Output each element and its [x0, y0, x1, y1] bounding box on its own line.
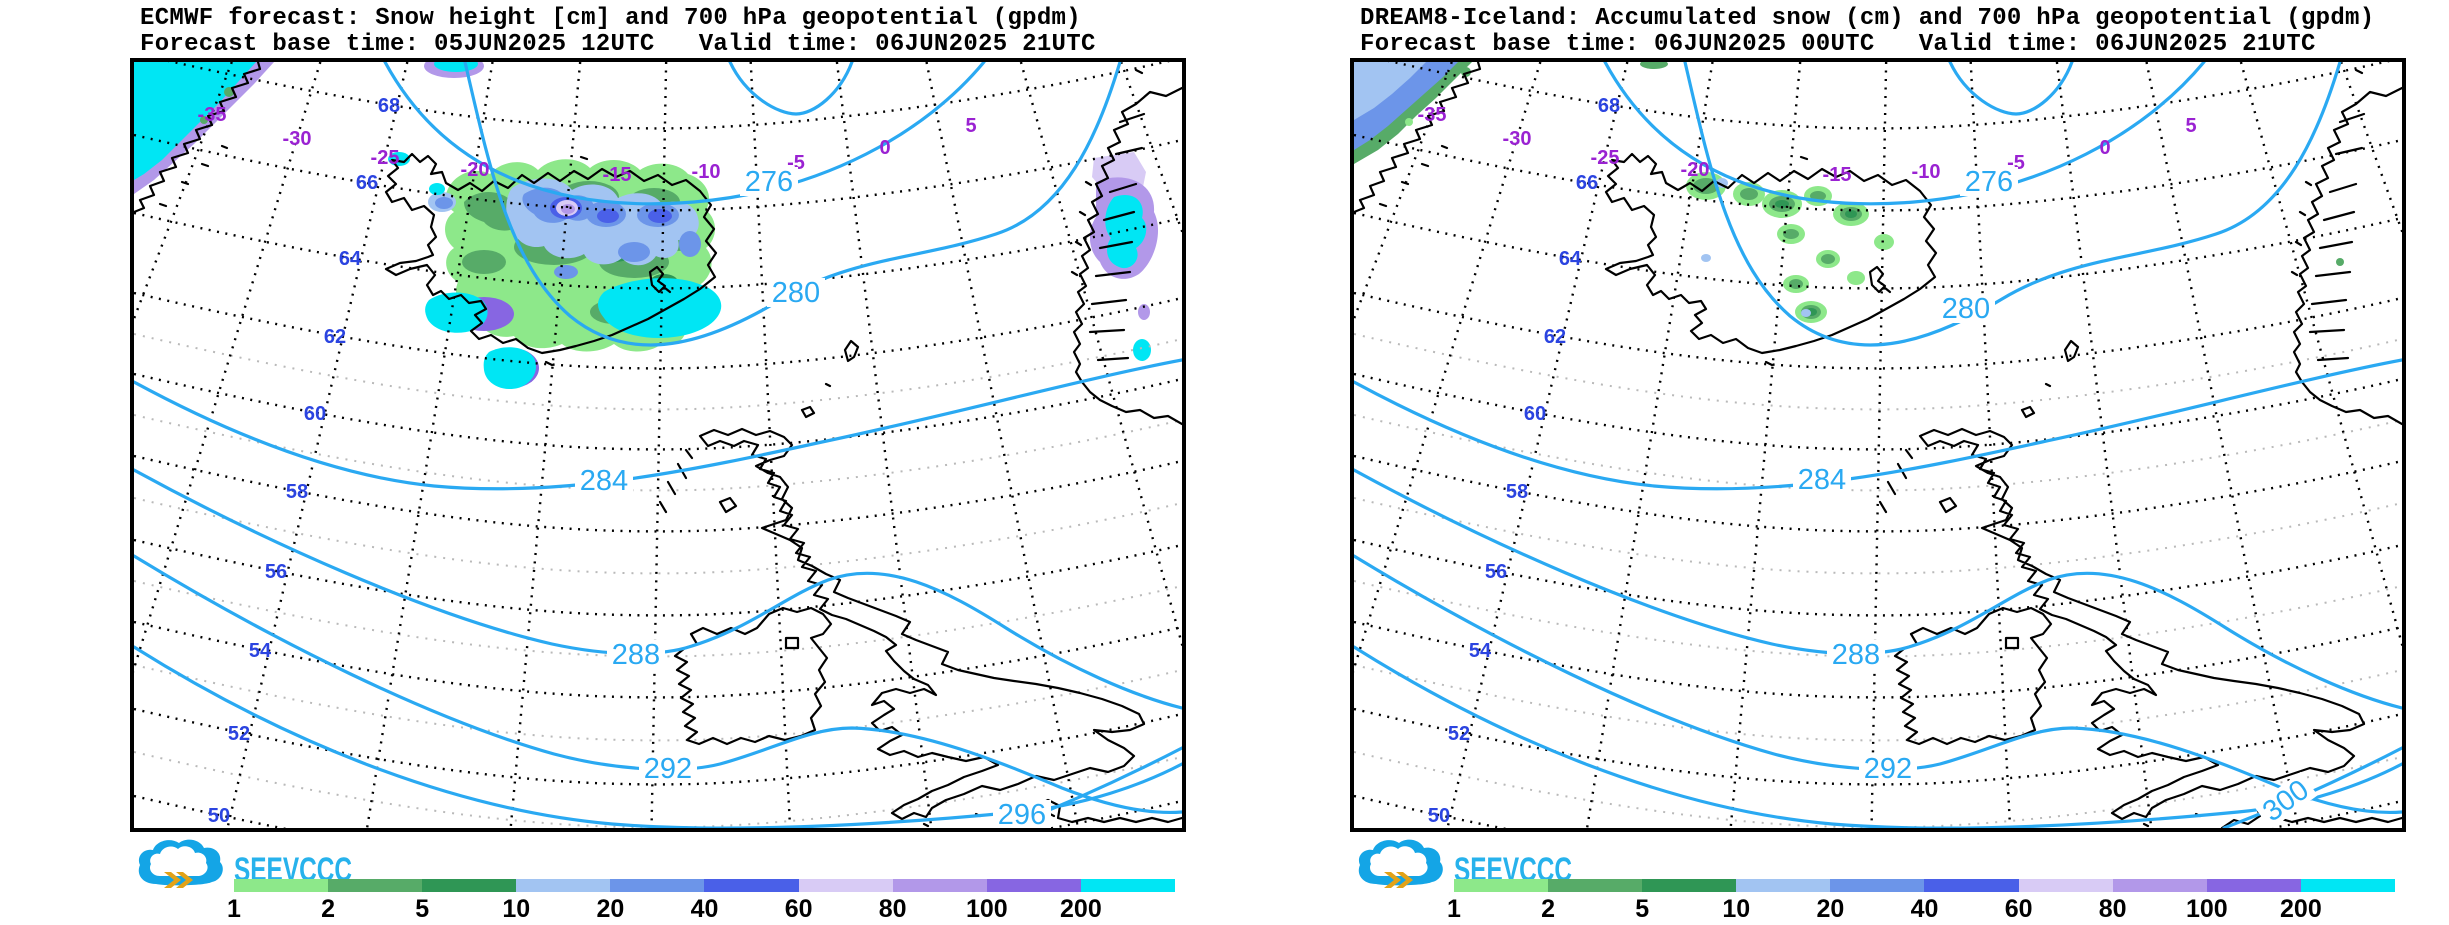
colorbar-segment	[1642, 879, 1737, 892]
svg-text:280: 280	[772, 277, 820, 309]
colorbar-segment	[1080, 879, 1175, 892]
svg-text:280: 280	[1942, 293, 1990, 325]
colorbar-segment	[1736, 879, 1831, 892]
colorbar-tick-label: 60	[2004, 895, 2033, 923]
panel-title: ECMWF forecast: Snow height [cm] and 700…	[140, 5, 1081, 32]
colorbar-tick-label: 100	[965, 895, 1008, 923]
colorbar-segment	[2018, 879, 2113, 892]
forecast-panel-dream8: DREAM8-Iceland: Accumulated snow (cm) an…	[1350, 0, 2410, 925]
panel-title-block: ECMWF forecast: Snow height [cm] and 700…	[140, 6, 1260, 58]
colorbar-segment	[2206, 879, 2301, 892]
colorbar-segment	[2112, 879, 2207, 892]
colorbar-tick-label: 100	[2185, 895, 2228, 923]
colorbar-segment	[1548, 879, 1643, 892]
panel-subtitle: Forecast base time: 05JUN2025 12UTC Vali…	[140, 31, 1096, 58]
colorbar-tick-label: 5	[415, 895, 430, 923]
colorbar-tick-label: 80	[878, 895, 907, 923]
svg-text:284: 284	[580, 465, 628, 497]
colorbar-segment	[516, 879, 611, 892]
svg-text:288: 288	[1832, 639, 1880, 671]
colorbar-tick-label: 60	[784, 895, 813, 923]
svg-text:288: 288	[612, 639, 660, 671]
forecast-panel-ecmwf: ECMWF forecast: Snow height [cm] and 700…	[130, 0, 1190, 925]
colorbar-scale	[234, 879, 1175, 892]
colorbar-tick-label: 2	[321, 895, 336, 923]
map-frame: 276 280 284 288 292 300	[1350, 58, 2406, 832]
colorbar-segment	[610, 879, 705, 892]
colorbar-segment	[704, 879, 799, 892]
svg-text:292: 292	[1864, 753, 1912, 785]
panel-subtitle: Forecast base time: 06JUN2025 00UTC Vali…	[1360, 31, 2316, 58]
svg-text:276: 276	[745, 166, 793, 198]
colorbar-segment	[2300, 879, 2395, 892]
contour-labels: 276 280 284 288 292 296	[575, 166, 1051, 828]
colorbar-tick-label: 10	[1722, 895, 1751, 923]
colorbar-tick-label: 1	[1447, 895, 1461, 923]
colorbar-segment	[1830, 879, 1925, 892]
weather-map-ecmwf: 276 280 284 288 292 296	[134, 62, 1182, 828]
panel-title: DREAM8-Iceland: Accumulated snow (cm) an…	[1360, 5, 2375, 32]
colorbar-segment	[328, 879, 423, 892]
colorbar: 1 2 5 10 20 40 60 80 100 200	[1447, 879, 2395, 923]
colorbar-segment	[422, 879, 517, 892]
colorbar-tick-label: 200	[2280, 895, 2322, 923]
colorbar-segment	[986, 879, 1081, 892]
svg-text:296: 296	[998, 799, 1046, 828]
svg-text:292: 292	[644, 753, 692, 785]
colorbar-scale	[1454, 879, 2395, 892]
colorbar-tick-label: 80	[2098, 895, 2127, 923]
colorbar-tick-label: 200	[1060, 895, 1102, 923]
colorbar-segment	[798, 879, 893, 892]
colorbar-segment	[1924, 879, 2019, 892]
colorbar-tick-label: 20	[1816, 895, 1845, 923]
colorbar-tick-label: 10	[502, 895, 531, 923]
colorbar-segment	[1454, 879, 1549, 892]
colorbar-tick-label: 40	[1910, 895, 1939, 923]
colorbar-tick-label: 1	[227, 895, 241, 923]
colorbar-segment	[892, 879, 987, 892]
svg-text:276: 276	[1965, 166, 2013, 198]
panel-title-block: DREAM8-Iceland: Accumulated snow (cm) an…	[1360, 6, 2449, 58]
colorbar: 1 2 5 10 20 40 60 80 100 200	[227, 879, 1175, 923]
svg-text:284: 284	[1798, 464, 1846, 496]
colorbar-segment	[234, 879, 329, 892]
colorbar-tick-label: 40	[690, 895, 719, 923]
colorbar-tick-label: 20	[596, 895, 625, 923]
colorbar-tick-label: 5	[1635, 895, 1650, 923]
map-frame: 276 280 284 288 292 296	[130, 58, 1186, 832]
colorbar-tick-label: 2	[1541, 895, 1556, 923]
